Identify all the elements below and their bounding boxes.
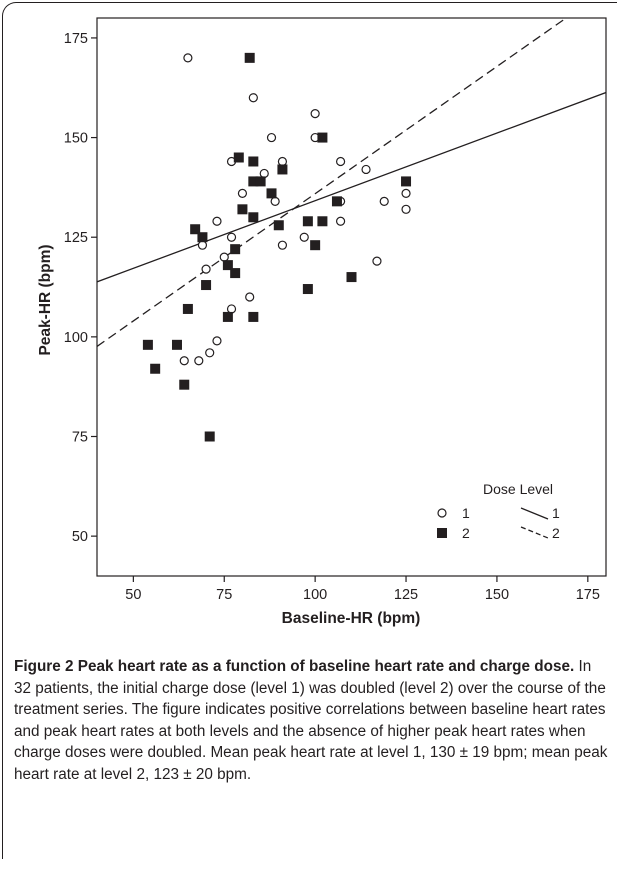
data-point-level-1 — [183, 53, 193, 63]
data-point-level-2 — [222, 311, 233, 322]
data-point-level-2 — [302, 284, 313, 295]
x-tick-label: 100 — [303, 587, 327, 603]
data-point-level-2 — [179, 379, 190, 390]
data-point-level-1 — [237, 188, 248, 198]
legend-marker-label: 1 — [462, 505, 470, 521]
fit-line-level-1 — [97, 91, 606, 283]
data-point-level-2 — [171, 339, 182, 350]
data-point-level-2 — [182, 303, 193, 314]
x-tick-label: 150 — [485, 587, 509, 603]
data-markers — [142, 52, 412, 442]
data-point-level-1 — [248, 93, 258, 103]
y-tick-label: 50 — [72, 529, 88, 545]
data-point-level-2 — [244, 52, 255, 63]
axis-ticks: 50 75 100 125 150 175 50 75 100 125 150 175 — [64, 31, 600, 603]
data-point-level-2 — [201, 280, 212, 291]
data-point-level-1 — [335, 156, 346, 167]
caption-title: Figure 2 Peak heart rate as a function o… — [14, 658, 575, 675]
data-point-level-2 — [317, 132, 328, 143]
caption-body: In 32 patients, the initial charge dose … — [14, 658, 608, 783]
data-point-level-2 — [248, 176, 259, 187]
data-point-level-2 — [248, 212, 259, 223]
x-axis-title: Baseline-HR (bpm) — [282, 610, 421, 627]
data-point-level-2 — [204, 431, 215, 442]
data-point-level-1 — [194, 356, 204, 366]
legend-marker-level-2 — [437, 528, 447, 538]
data-point-level-1 — [310, 109, 320, 119]
legend-title: Dose Level — [483, 481, 553, 497]
data-point-level-1 — [266, 132, 277, 143]
data-point-level-1 — [226, 304, 237, 314]
data-point-level-2 — [401, 176, 412, 187]
figure-caption: Figure 2 Peak heart rate as a function o… — [14, 656, 610, 786]
data-point-level-1 — [379, 196, 389, 206]
x-tick-label: 50 — [125, 587, 141, 603]
data-point-level-2 — [222, 260, 233, 271]
plot-area — [96, 17, 607, 577]
data-point-level-2 — [346, 272, 357, 283]
data-point-level-2 — [273, 220, 284, 231]
data-point-level-1 — [205, 348, 215, 358]
data-point-level-1 — [372, 256, 382, 266]
data-point-level-1 — [259, 168, 269, 179]
data-point-level-2 — [230, 268, 241, 279]
data-point-level-2 — [317, 216, 328, 227]
x-tick-label: 125 — [394, 587, 418, 603]
data-point-level-2 — [230, 244, 241, 255]
data-point-level-2 — [150, 363, 161, 374]
legend-line-label: 2 — [552, 525, 560, 541]
data-point-level-2 — [197, 232, 208, 243]
y-tick-label: 100 — [64, 330, 88, 346]
data-point-level-2 — [302, 216, 313, 227]
legend-line-label: 1 — [552, 505, 560, 521]
x-tick-label: 175 — [576, 587, 600, 603]
data-point-level-2 — [142, 339, 153, 350]
data-point-level-2 — [255, 176, 266, 187]
y-tick-label: 175 — [64, 31, 88, 47]
y-tick-label: 150 — [64, 131, 88, 147]
data-point-level-1 — [179, 356, 189, 366]
data-point-level-1 — [277, 156, 288, 167]
data-point-level-1 — [226, 232, 237, 242]
fit-lines — [97, 18, 606, 347]
data-point-level-1 — [401, 204, 411, 214]
data-point-level-1 — [212, 336, 222, 346]
y-axis-title: Peak-HR (bpm) — [37, 244, 54, 355]
data-point-level-2 — [248, 311, 259, 322]
legend-marker-label: 2 — [462, 525, 470, 541]
data-point-level-2 — [233, 152, 244, 163]
data-point-level-1 — [219, 252, 229, 262]
legend-line-level-1 — [520, 507, 549, 520]
y-tick-label: 75 — [72, 430, 88, 446]
data-point-level-2 — [277, 164, 288, 175]
legend-line-level-2 — [520, 526, 549, 539]
legend-marker-level-1 — [437, 508, 447, 518]
data-point-level-2 — [190, 224, 201, 235]
data-point-level-2 — [237, 204, 248, 215]
x-tick-label: 75 — [216, 587, 232, 603]
data-point-level-2 — [310, 240, 321, 251]
data-point-level-1 — [212, 216, 222, 226]
data-point-level-1 — [201, 264, 211, 274]
data-point-level-1 — [361, 164, 371, 175]
data-point-level-2 — [248, 156, 259, 167]
figure-frame — [2, 2, 617, 859]
scatter-chart: 50 75 100 125 150 175 50 75 100 125 150 175 Baselin… — [37, 17, 607, 627]
data-point-level-1 — [299, 232, 309, 242]
data-point-level-2 — [331, 196, 342, 207]
data-point-level-1 — [277, 240, 288, 250]
y-tick-label: 125 — [64, 230, 88, 246]
data-point-level-1 — [401, 188, 411, 198]
data-point-level-2 — [266, 188, 277, 199]
fit-line-level-2 — [97, 18, 568, 347]
data-point-level-1 — [335, 216, 346, 226]
data-point-level-1 — [245, 292, 255, 302]
data-point-level-1 — [270, 196, 280, 206]
data-point-level-1 — [197, 240, 208, 250]
legend: Dose Level 1 2 1 2 — [437, 481, 560, 541]
